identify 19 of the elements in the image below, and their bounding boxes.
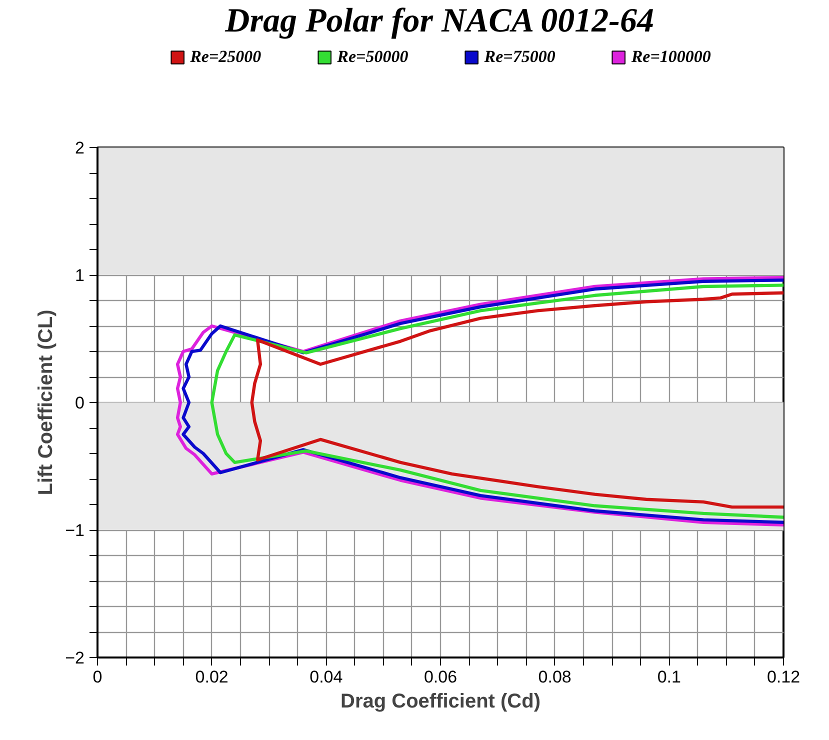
- y-tick-label: 2: [75, 138, 85, 158]
- legend-label: Re=75000: [484, 47, 556, 67]
- x-tick-label: 0.04: [310, 668, 343, 686]
- y-tick-label: 0: [75, 394, 85, 412]
- y-tick-label: −2: [65, 648, 85, 668]
- x-tick-label: 0.1: [657, 668, 681, 686]
- legend-label: Re=50000: [337, 47, 408, 67]
- x-axis-title: Drag Coefficient (Cd): [340, 690, 540, 712]
- y-axis-title: Lift Coefficient (CL): [35, 310, 58, 496]
- x-tick-label: 0.02: [195, 668, 228, 686]
- legend-label: Re=100000: [631, 47, 711, 67]
- legend-label: Re=25000: [190, 47, 262, 67]
- x-tick-label: 0.12: [766, 668, 800, 686]
- y-tick-label: 1: [75, 266, 85, 285]
- x-tick-label: 0.06: [424, 668, 458, 686]
- x-tick-label: 0: [92, 668, 102, 686]
- x-tick-label: 0.08: [538, 668, 572, 686]
- chart-title: Drag Polar for NACA 0012-64: [224, 2, 654, 40]
- y-tick-label: −1: [65, 521, 85, 540]
